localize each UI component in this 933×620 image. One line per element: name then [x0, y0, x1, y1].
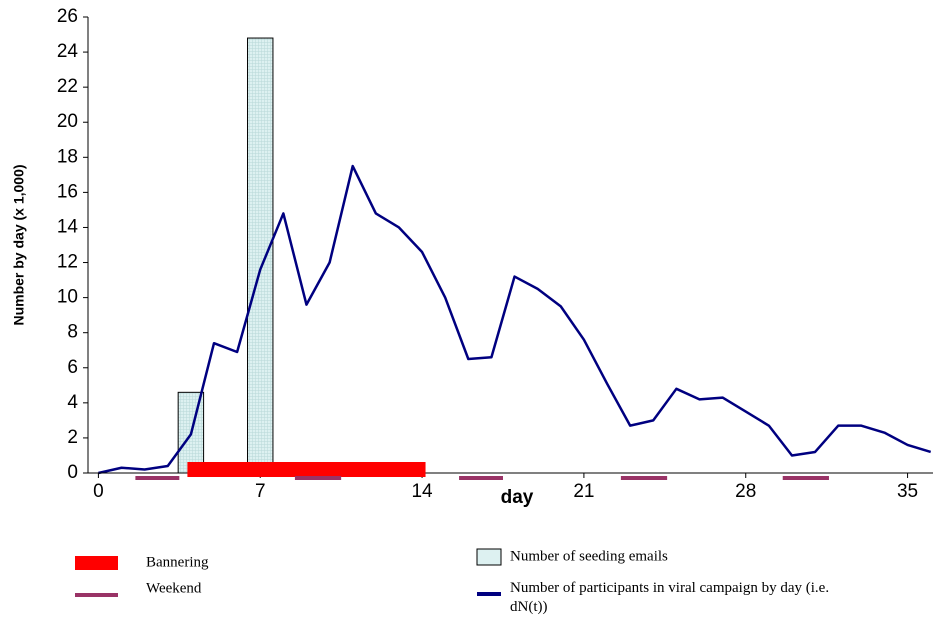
- legend-label: Number of seeding emails: [510, 548, 668, 564]
- y-tick-label: 26: [57, 6, 78, 27]
- y-tick-label: 8: [67, 322, 78, 343]
- legend-label: Weekend: [146, 580, 202, 596]
- legend-label: Number of participants in viral campaign…: [510, 580, 830, 615]
- y-tick-label: 0: [67, 462, 78, 483]
- y-axis-label: Number by day (x 1,000): [11, 164, 27, 325]
- range-bar: [294, 476, 342, 480]
- range-bar: [135, 476, 180, 480]
- y-tick-label: 22: [57, 76, 78, 97]
- range-bar: [459, 476, 503, 480]
- x-axis-label: day: [501, 487, 534, 508]
- x-tick-label: 28: [735, 481, 756, 502]
- y-tick-label: 6: [67, 357, 78, 378]
- bar: [247, 37, 274, 474]
- y-tick-label: 20: [57, 111, 78, 132]
- y-tick-label: 4: [67, 392, 78, 413]
- legend-swatch: [476, 548, 502, 566]
- y-tick-label: 24: [57, 41, 79, 62]
- x-tick-label: 0: [93, 481, 104, 502]
- y-tick-label: 14: [57, 216, 79, 237]
- x-tick-label: 7: [255, 481, 266, 502]
- range-bar: [620, 476, 668, 480]
- x-tick-label: 14: [411, 481, 433, 502]
- range-bar: [782, 476, 829, 480]
- line: [98, 164, 932, 475]
- legend-label: Bannering: [146, 554, 209, 570]
- x-tick-label: 35: [897, 481, 918, 502]
- y-tick-label: 16: [57, 181, 78, 202]
- legend-label-box: Number of participants in viral campaign…: [510, 580, 830, 615]
- x-tick-label: 21: [573, 481, 594, 502]
- y-tick-label: 2: [67, 427, 78, 448]
- legend-swatch: [75, 556, 118, 570]
- y-tick-label: 12: [57, 252, 78, 273]
- legend-swatch: [75, 593, 118, 597]
- range-bar: [187, 462, 426, 477]
- y-tick-label: 18: [57, 146, 78, 167]
- y-tick-label: 10: [57, 287, 78, 308]
